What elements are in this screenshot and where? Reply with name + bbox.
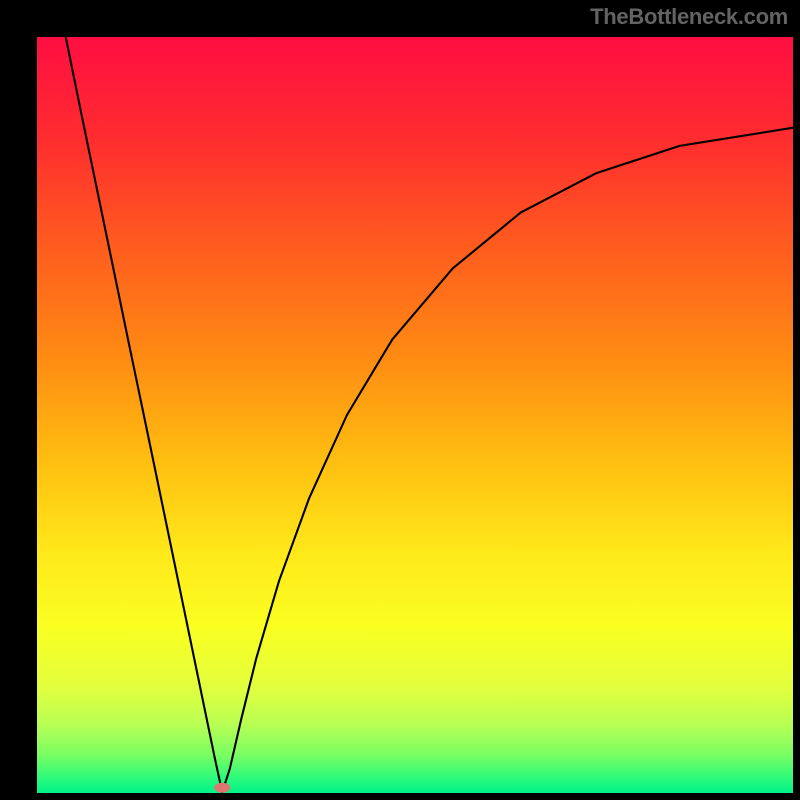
optimal-point-marker bbox=[214, 783, 230, 793]
chart-container: TheBottleneck.com bbox=[0, 0, 800, 800]
plot-background bbox=[37, 37, 793, 793]
bottleneck-chart bbox=[0, 0, 800, 800]
watermark-text: TheBottleneck.com bbox=[590, 4, 788, 30]
